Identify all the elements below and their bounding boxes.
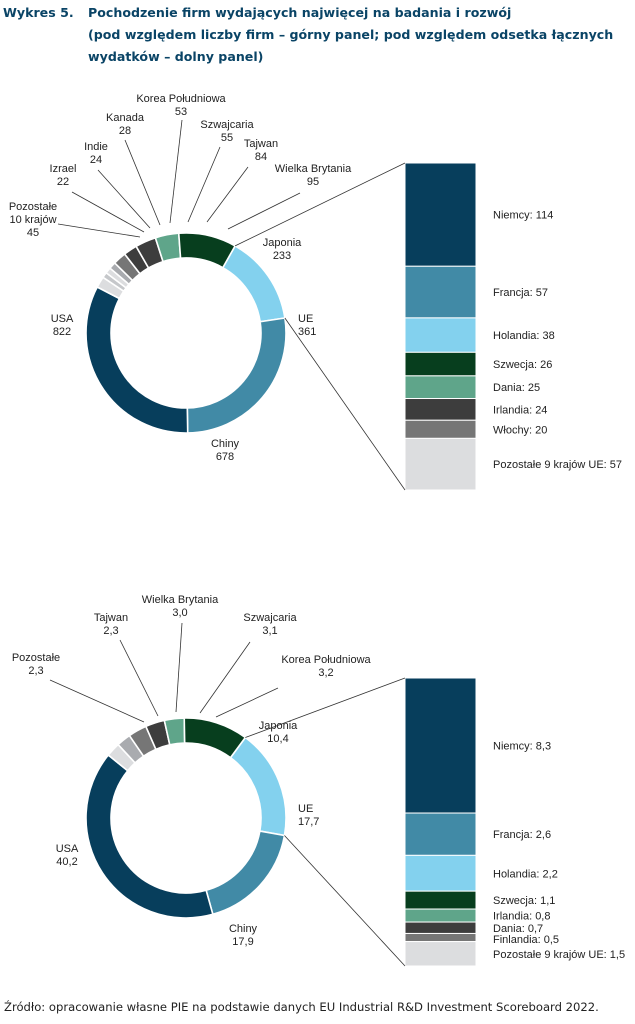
breakdown-label-irlandia: Irlandia: 0,8 [493,911,550,923]
breakdown-label-francja: Francja: 2,6 [493,829,551,841]
leader-line-indie [97,169,151,229]
slice-label-tajwan: Tajwan 2,3 [94,612,128,637]
connector-line-bottom [284,835,406,967]
breakdown-segment-dania [404,921,477,934]
breakdown-label-dania: Dania: 0,7 [493,923,543,935]
slice-label-indie: Indie 24 [84,141,108,166]
leader-line-szwajcaria [199,641,251,714]
slice-japonia [177,232,237,269]
breakdown-label-irlandia: Irlandia: 24 [493,404,547,416]
slice-label-korea-poludniowa: Korea Południowa 3,2 [281,654,371,679]
slice-label-kanada: Kanada 28 [106,112,145,137]
slice-label-pozostale: Pozostałe 2,3 [12,652,60,677]
breakdown-label-pozostale-9-krajow-ue: Pozostałe 9 krajów UE: 57 [493,459,622,471]
leader-line-korea-poludniowa [215,687,279,718]
leader-line-wielka-brytania [227,192,301,230]
slice-usa [85,753,214,919]
breakdown-segment-finlandia [404,932,477,943]
slice-label-pozostale-10-krajow: Pozostałe 10 krajów 45 [9,201,57,239]
slice-label-korea-poludniowa: Korea Południowa 53 [136,93,226,118]
top-panel-chart: UE 361 Chiny 678 USA 822 Pozostałe 10 krajów 45 I… [9,93,622,491]
breakdown-label-dania: Dania: 25 [493,382,540,394]
source-note: Źródło: opracowanie własne PIE na podsta… [4,1000,599,1014]
slice-label-szwajcaria: Szwajcaria 3,1 [243,612,297,637]
slice-label-wielka-brytania: Wielka Brytania 3,0 [142,594,219,619]
breakdown-segment-niemcy [404,677,477,814]
breakdown-label-szwecja: Szwecja: 26 [493,359,552,371]
figure-title-line-1: Pochodzenie firm wydających najwięcej na… [88,5,512,20]
slice-ue [229,736,287,837]
slice-label-tajwan: Tajwan 84 [244,138,278,163]
slice-label-usa: USA 822 [51,313,74,338]
breakdown-label-pozostale-9-krajow-ue: Pozostałe 9 krajów UE: 1,5 [493,949,625,961]
breakdown-label-niemcy: Niemcy: 114 [493,210,553,222]
breakdown-label-szwecja: Szwecja: 1,1 [493,895,555,907]
figure-title-line-2: (pod względem liczby firm – górny panel;… [88,27,614,42]
leader-line-tajwan [119,639,159,717]
slice-japonia [183,717,247,759]
connector-line-bottom [284,317,406,491]
breakdown-segment-szwecja [404,890,477,910]
connector-line-top [245,677,406,738]
slice-label-izrael: Izrael 22 [50,163,77,188]
slice-label-ue: UE 361 [298,313,316,338]
connector-line-top [234,162,406,247]
slice-label-ue: UE 17,7 [298,803,319,828]
breakdown-segment-irlandia [404,908,477,923]
slice-label-chiny: Chiny 17,9 [229,923,258,948]
leader-line-tajwan [206,166,249,223]
breakdown-label-francja: Francja: 57 [493,287,548,299]
breakdown-label-holandia: Holandia: 38 [493,330,555,342]
slice-label-usa: USA 40,2 [56,843,79,868]
slice-label-szwajcaria: Szwajcaria 55 [200,119,254,144]
breakdown-segment-holandia [404,317,477,353]
leader-line-kanada [124,139,161,226]
slice-label-wielka-brytania: Wielka Brytania 95 [275,163,352,188]
breakdown-segment-pozostale-9-krajow-ue [404,437,477,491]
breakdown-label-niemcy: Niemcy: 8,3 [493,741,551,753]
breakdown-label-finlandia: Finlandia: 0,5 [493,934,559,946]
slice-label-japonia: Japonia 233 [263,237,302,262]
bottom-panel-chart: UE 17,7 Chiny 17,9 USA 40,2 Pozostałe 2,3 Tajwan… [12,594,625,967]
leader-line-pozostale-10-krajow [57,223,141,238]
breakdown-segment-holandia [404,854,477,892]
leader-line-korea-poludniowa [169,119,183,224]
figure-number: Wykres 5. [3,5,74,20]
leader-line-izrael [71,191,145,233]
figure-title-text: Pochodzenie firm wydających najwięcej na… [88,2,631,68]
breakdown-segment-pozostale-9-krajow-ue [404,941,477,967]
leader-line-pozostale [49,679,145,723]
breakdown-label-wlochy: Włochy: 20 [493,424,547,436]
breakdown-label-holandia: Holandia: 2,2 [493,868,558,880]
leader-line-wielka-brytania [175,622,183,713]
slice-chiny [205,830,286,916]
leader-line-szwajcaria [187,146,221,223]
slice-label-chiny: Chiny 678 [211,438,240,463]
breakdown-segment-francja [404,265,477,319]
breakdown-segment-francja [404,812,477,856]
slice-label-japonia: Japonia 10,4 [259,720,298,745]
figure-title-line-3: wydatków – dolny panel) [88,49,264,64]
breakdown-segment-niemcy [404,162,477,267]
